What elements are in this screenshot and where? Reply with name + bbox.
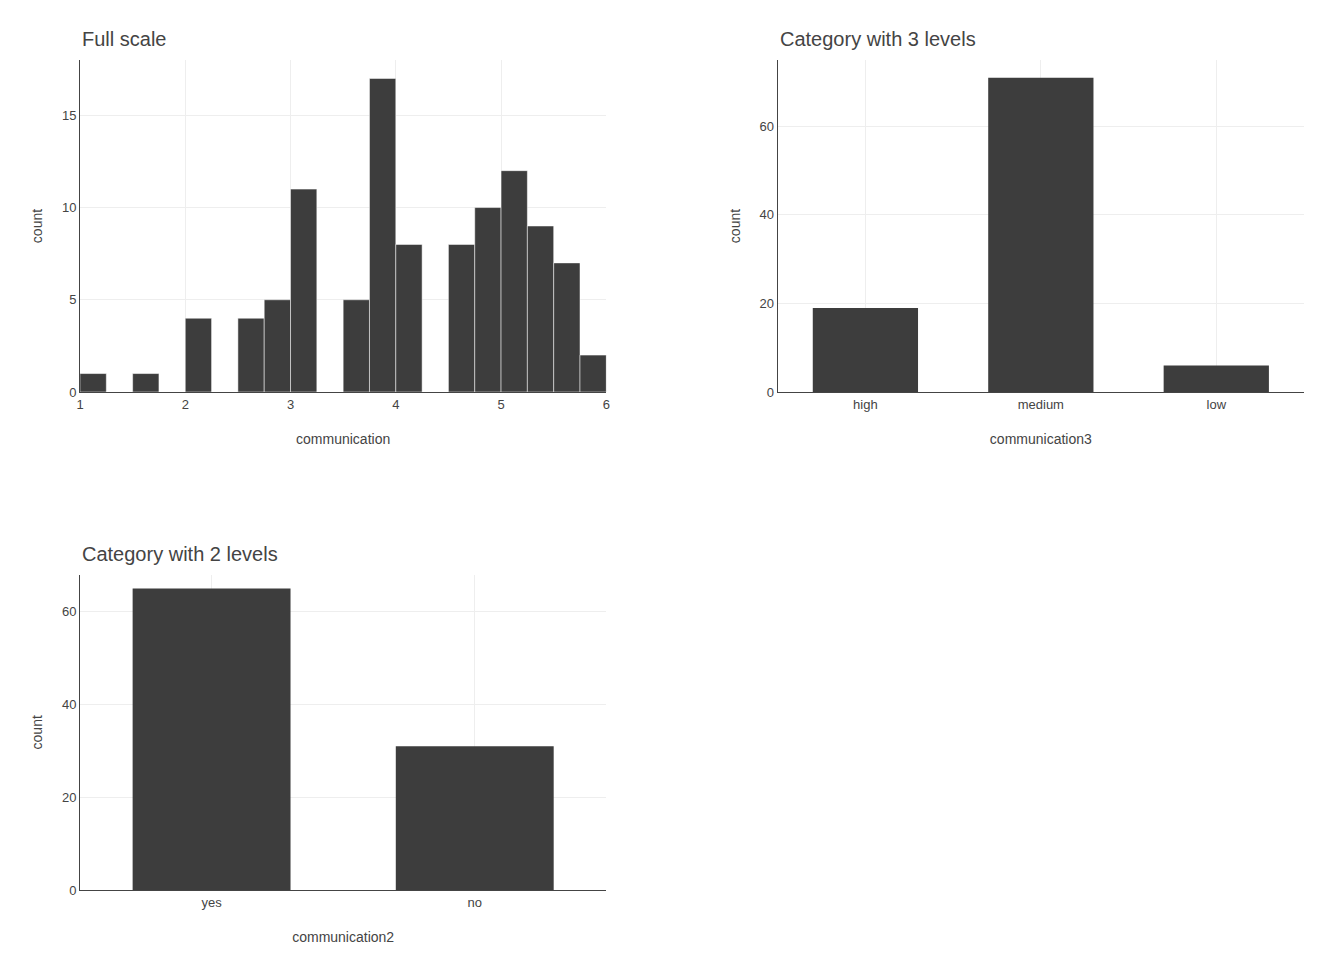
svg-text:high: high: [853, 397, 878, 412]
svg-text:communication2: communication2: [292, 929, 394, 945]
svg-text:40: 40: [62, 697, 76, 712]
svg-text:1: 1: [76, 397, 83, 412]
svg-text:count: count: [727, 209, 743, 243]
svg-text:40: 40: [760, 207, 774, 222]
svg-text:60: 60: [760, 119, 774, 134]
svg-text:count: count: [29, 715, 45, 749]
svg-text:count: count: [29, 209, 45, 243]
svg-text:60: 60: [62, 604, 76, 619]
svg-text:0: 0: [767, 385, 774, 400]
svg-text:0: 0: [69, 385, 76, 400]
svg-text:6: 6: [603, 397, 610, 412]
svg-text:medium: medium: [1018, 397, 1064, 412]
svg-text:15: 15: [62, 108, 76, 123]
svg-text:no: no: [468, 895, 482, 910]
svg-text:0: 0: [69, 883, 76, 898]
svg-text:3: 3: [287, 397, 294, 412]
svg-text:communication3: communication3: [990, 431, 1092, 447]
svg-text:Category with 3 levels: Category with 3 levels: [780, 28, 976, 50]
svg-text:low: low: [1207, 397, 1227, 412]
svg-text:yes: yes: [201, 895, 222, 910]
svg-text:Category with 2 levels: Category with 2 levels: [82, 543, 278, 565]
svg-text:10: 10: [62, 200, 76, 215]
svg-text:20: 20: [760, 296, 774, 311]
svg-text:Full scale: Full scale: [82, 28, 166, 50]
svg-text:4: 4: [392, 397, 399, 412]
svg-text:communication: communication: [296, 431, 390, 447]
svg-text:5: 5: [69, 292, 76, 307]
svg-text:5: 5: [497, 397, 504, 412]
svg-text:20: 20: [62, 790, 76, 805]
svg-text:2: 2: [182, 397, 189, 412]
